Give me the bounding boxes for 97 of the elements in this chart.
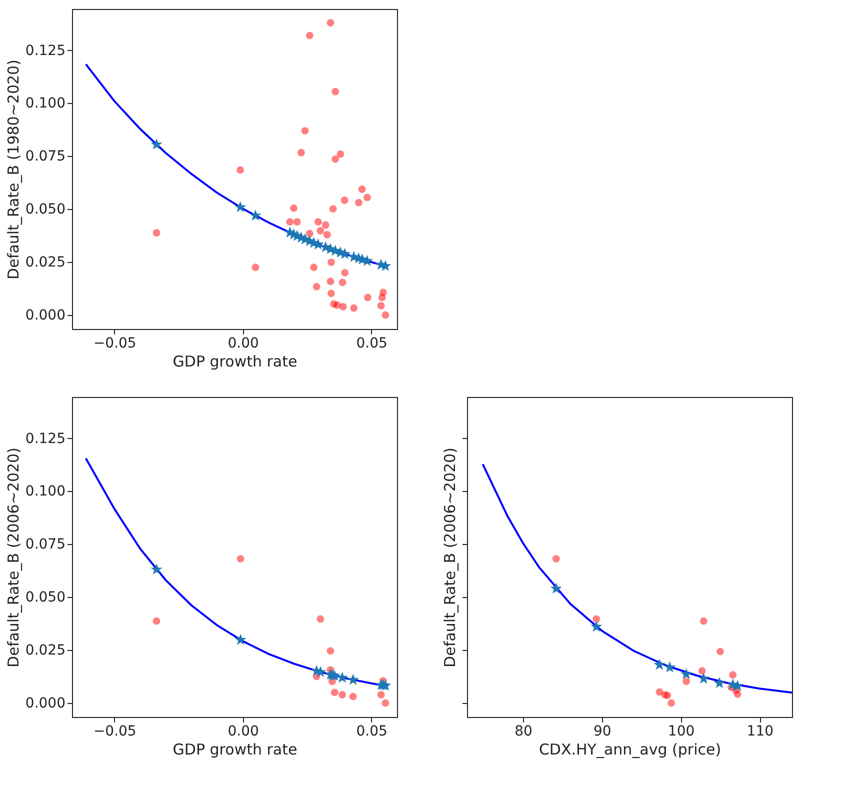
point	[336, 150, 344, 158]
x-axis-title: GDP growth rate	[172, 352, 298, 370]
point	[716, 648, 724, 656]
point	[382, 311, 390, 319]
x-tick-label: 80	[514, 724, 532, 740]
point	[592, 615, 600, 623]
x-tick-label: 0.00	[228, 336, 259, 352]
y-tick-label: 0.125	[25, 42, 66, 59]
x-tick-label: 0.00	[228, 724, 259, 740]
point	[328, 290, 335, 298]
point	[316, 227, 324, 234]
y-tick-label: 0.025	[25, 642, 66, 659]
point	[552, 555, 560, 562]
point	[339, 303, 347, 310]
x-tick-label: 110	[746, 724, 774, 740]
y-axis-title: Default_Rate_B (2006~2020)	[4, 448, 22, 668]
y-axis-title: Default_Rate_B (2006~2020)	[441, 448, 459, 668]
point	[358, 186, 366, 193]
point	[330, 688, 338, 696]
point	[680, 668, 692, 680]
y-tick-label: 0.050	[25, 202, 66, 218]
point	[316, 615, 324, 623]
point	[252, 264, 260, 272]
y-axis-title: Default_Rate_B (1980~2020)	[4, 60, 22, 280]
point	[234, 634, 246, 645]
point	[333, 301, 341, 309]
point	[336, 672, 348, 683]
point	[378, 294, 386, 302]
point	[682, 678, 690, 686]
x-axis-title: CDX.HY_ann_avg (price)	[538, 740, 722, 758]
point	[590, 620, 602, 632]
point	[236, 555, 244, 562]
point	[152, 229, 160, 237]
y-tick-label: 0.100	[25, 484, 66, 500]
point	[332, 155, 340, 163]
y-tick-label: 0.075	[25, 536, 66, 553]
point	[729, 671, 737, 679]
y-tick-label: 0.050	[25, 590, 66, 606]
x-tick-label: 90	[593, 724, 612, 740]
point	[668, 699, 676, 707]
point	[550, 582, 562, 594]
point	[328, 258, 335, 266]
point	[363, 194, 371, 202]
point	[306, 32, 314, 40]
point	[377, 691, 385, 698]
point	[293, 218, 301, 226]
point	[382, 699, 390, 707]
y-tick-label: 0.000	[25, 696, 66, 712]
point	[301, 127, 309, 134]
point	[323, 231, 331, 238]
x-axis-title: GDP growth rate	[172, 740, 298, 758]
point	[290, 204, 298, 212]
point	[698, 667, 706, 675]
point	[332, 88, 340, 96]
point	[338, 691, 346, 698]
point	[329, 205, 337, 213]
x-tick-label: 100	[668, 724, 695, 740]
point	[286, 218, 294, 226]
point	[355, 198, 362, 206]
point	[698, 672, 710, 684]
point	[250, 210, 262, 221]
point	[338, 278, 346, 286]
point	[314, 218, 322, 226]
point	[664, 661, 676, 672]
point	[152, 617, 160, 625]
y-tick-label: 0.000	[25, 308, 66, 324]
point	[234, 201, 246, 212]
point	[714, 676, 726, 688]
point	[322, 221, 330, 229]
point	[310, 264, 318, 272]
point	[326, 647, 334, 655]
point	[700, 617, 708, 625]
point	[654, 658, 666, 670]
point	[347, 674, 359, 685]
x-tick-label: 0.05	[356, 724, 388, 740]
point	[150, 138, 162, 150]
point	[341, 268, 349, 276]
x-tick-label: −0.05	[93, 336, 136, 352]
point	[340, 196, 348, 204]
y-tick-label: 0.025	[25, 254, 66, 271]
point	[664, 692, 672, 700]
y-tick-label: 0.100	[25, 96, 66, 112]
y-tick-label: 0.125	[25, 430, 66, 447]
point	[350, 304, 358, 312]
point	[297, 148, 305, 156]
point	[236, 166, 244, 174]
x-tick-label: 0.05	[356, 336, 388, 352]
y-tick-label: 0.075	[25, 148, 66, 165]
point	[364, 294, 372, 302]
x-tick-label: −0.05	[93, 724, 136, 740]
point	[377, 302, 385, 310]
point	[312, 282, 320, 290]
point	[150, 563, 162, 575]
point	[349, 692, 357, 700]
point	[326, 278, 334, 286]
point	[326, 19, 334, 26]
point	[306, 230, 314, 238]
